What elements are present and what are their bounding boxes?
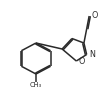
Text: N: N bbox=[89, 50, 95, 59]
Text: O: O bbox=[91, 11, 97, 20]
Text: CH₃: CH₃ bbox=[30, 82, 42, 88]
Text: O: O bbox=[78, 57, 85, 66]
